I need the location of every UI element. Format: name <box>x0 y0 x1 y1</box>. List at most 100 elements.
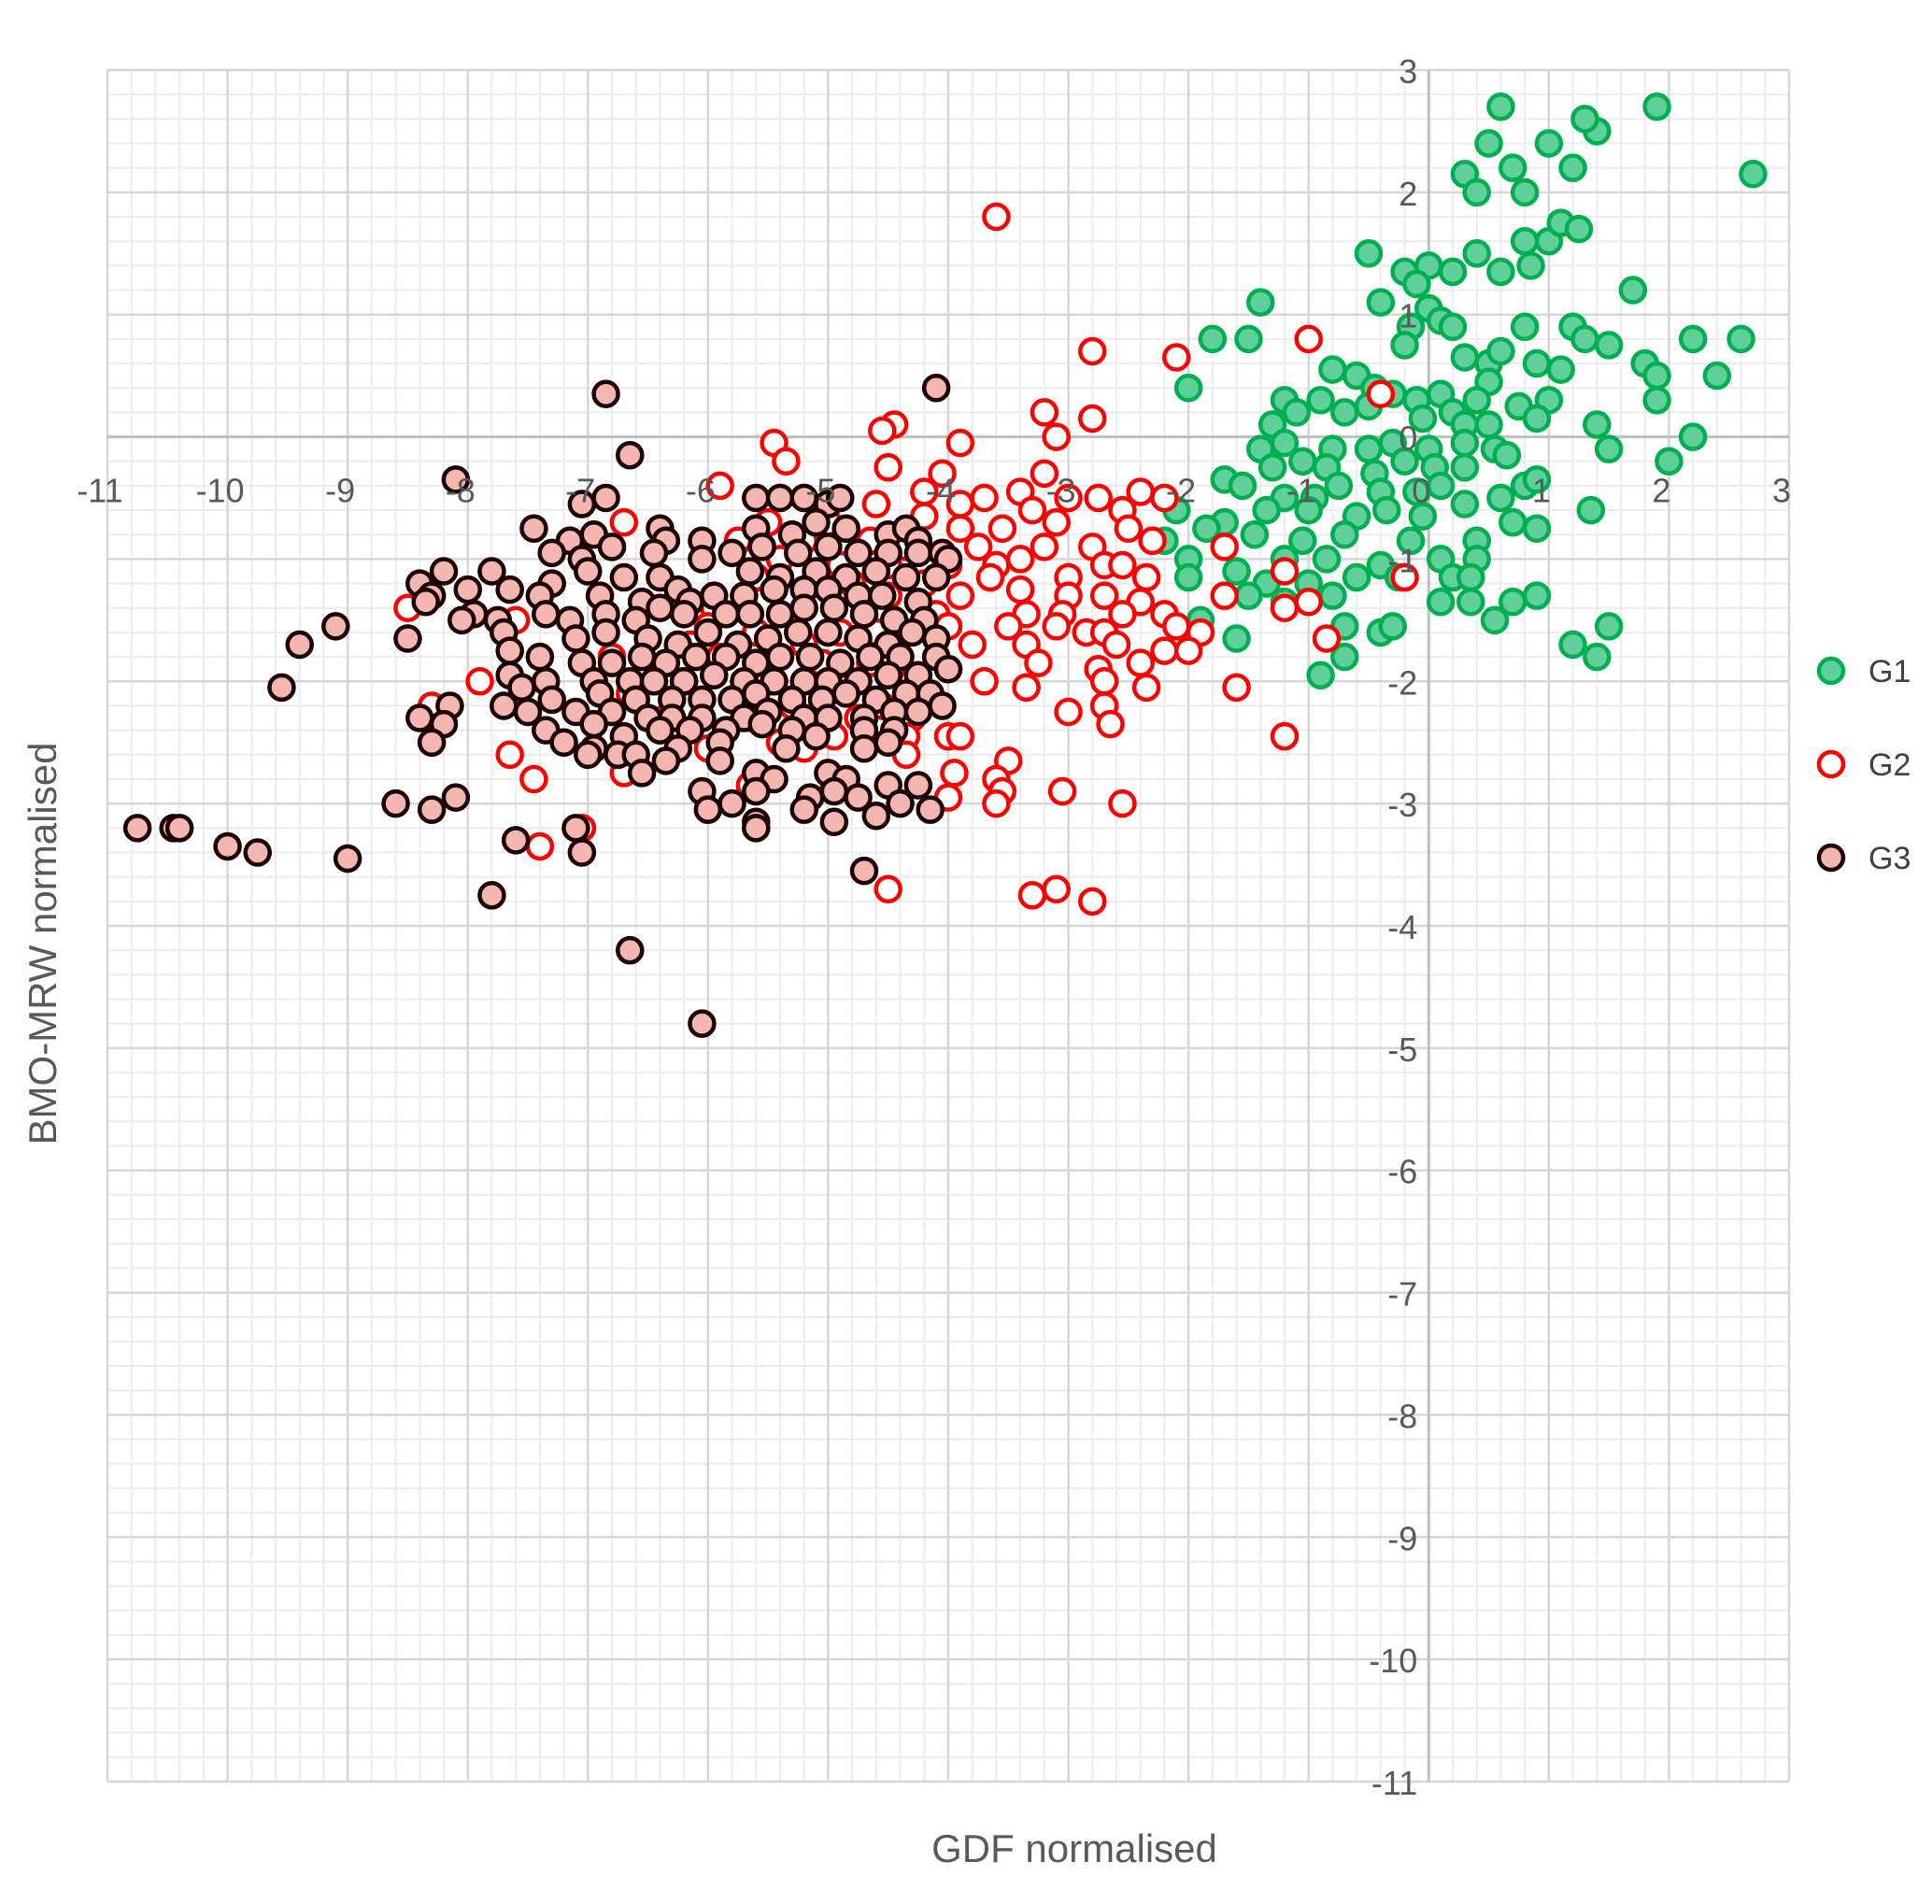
point-G1 <box>1594 331 1624 360</box>
point-G2 <box>975 562 1005 592</box>
point-G2 <box>1042 507 1071 537</box>
point-G2 <box>1096 709 1125 739</box>
point-G2 <box>1114 514 1144 543</box>
point-G2 <box>1162 612 1191 641</box>
point-G3 <box>243 838 272 867</box>
y-tick-label: -8 <box>1387 1397 1417 1435</box>
point-G1 <box>1366 288 1396 317</box>
point-G3 <box>814 533 843 561</box>
point-G3 <box>453 575 482 604</box>
point-G2 <box>772 447 801 476</box>
point-G3 <box>122 814 152 843</box>
point-G1 <box>1739 159 1768 189</box>
point-G1 <box>1510 226 1540 256</box>
point-G3 <box>921 373 951 403</box>
y-tick-label: -5 <box>1387 1030 1417 1069</box>
point-G1 <box>1426 587 1456 617</box>
point-G1 <box>1450 343 1480 372</box>
point-G1 <box>1390 447 1419 476</box>
y-tick-label: -2 <box>1387 663 1417 702</box>
point-G2 <box>970 667 999 696</box>
point-G3 <box>627 759 657 788</box>
point-G2 <box>945 721 975 751</box>
point-G3 <box>814 618 843 647</box>
x-tick-label: -6 <box>686 472 716 510</box>
point-G3 <box>826 483 855 513</box>
x-tick-label: -10 <box>196 472 245 510</box>
point-G3 <box>742 483 771 513</box>
point-G3 <box>429 557 459 586</box>
point-G2 <box>1047 776 1077 806</box>
point-G1 <box>1499 507 1527 537</box>
point-G1 <box>1474 129 1503 158</box>
legend-item-G2: G2 <box>1816 747 1911 783</box>
point-G1 <box>1486 92 1515 121</box>
point-G3 <box>903 771 933 800</box>
point-G1 <box>1354 434 1384 463</box>
point-G2 <box>1042 874 1071 903</box>
point-G1 <box>1522 348 1552 378</box>
point-G1 <box>1678 324 1708 354</box>
x-tick-label: -1 <box>1286 472 1316 510</box>
point-G2 <box>1131 562 1161 592</box>
point-G3 <box>765 642 795 672</box>
point-G1 <box>1198 324 1228 354</box>
point-G1 <box>1576 495 1606 525</box>
point-G1 <box>1510 312 1540 342</box>
point-G2 <box>1270 721 1300 751</box>
point-G3 <box>532 600 561 629</box>
point-G3 <box>688 1009 717 1038</box>
point-G1 <box>1228 471 1257 501</box>
point-G3 <box>681 642 711 672</box>
y-tick-label: -6 <box>1387 1153 1417 1191</box>
series-G3 <box>122 373 963 1038</box>
point-G3 <box>616 935 645 965</box>
point-G3 <box>784 538 813 568</box>
point-G3 <box>164 814 194 843</box>
point-G1 <box>1270 428 1300 458</box>
point-G1 <box>1234 581 1263 610</box>
point-G3 <box>333 844 362 874</box>
point-G2 <box>1005 545 1035 574</box>
point-G2 <box>1294 587 1323 617</box>
y-axis-title: BMO-MRW normalised <box>21 743 64 1145</box>
point-G2 <box>970 483 999 513</box>
point-G3 <box>861 557 891 586</box>
x-tick-label: 2 <box>1652 472 1670 510</box>
point-G3 <box>267 673 296 703</box>
point-G3 <box>411 587 440 617</box>
point-G1 <box>1642 361 1671 391</box>
point-G3 <box>903 697 933 727</box>
point-G2 <box>465 667 494 696</box>
point-G1 <box>1499 153 1527 182</box>
point-G2 <box>1078 887 1107 916</box>
point-G2 <box>1108 789 1137 818</box>
y-tick-label: -11 <box>1371 1764 1417 1802</box>
point-G1 <box>1594 434 1624 463</box>
point-G2 <box>928 459 957 489</box>
point-G3 <box>627 642 657 672</box>
point-G1 <box>1318 581 1347 610</box>
point-G3 <box>561 814 590 843</box>
point-G1 <box>1462 386 1491 415</box>
point-G2 <box>1017 495 1047 525</box>
point-G1 <box>1408 502 1438 531</box>
point-G3 <box>597 533 627 561</box>
point-G3 <box>898 618 927 647</box>
point-G1 <box>1324 471 1354 501</box>
point-G2 <box>1030 459 1059 489</box>
x-tick-label: -2 <box>1166 472 1196 510</box>
point-G2 <box>1270 593 1300 623</box>
point-G1 <box>1450 490 1480 519</box>
point-G3 <box>717 789 746 818</box>
y-tick-label: 0 <box>1399 419 1417 458</box>
point-G1 <box>1486 257 1515 287</box>
point-G3 <box>579 709 608 739</box>
point-G1 <box>1438 257 1468 287</box>
point-G3 <box>693 795 723 824</box>
x-axis-title: GDF normalised <box>931 1826 1217 1870</box>
point-G3 <box>735 600 765 629</box>
point-G3 <box>669 600 699 629</box>
point-G3 <box>441 465 471 494</box>
